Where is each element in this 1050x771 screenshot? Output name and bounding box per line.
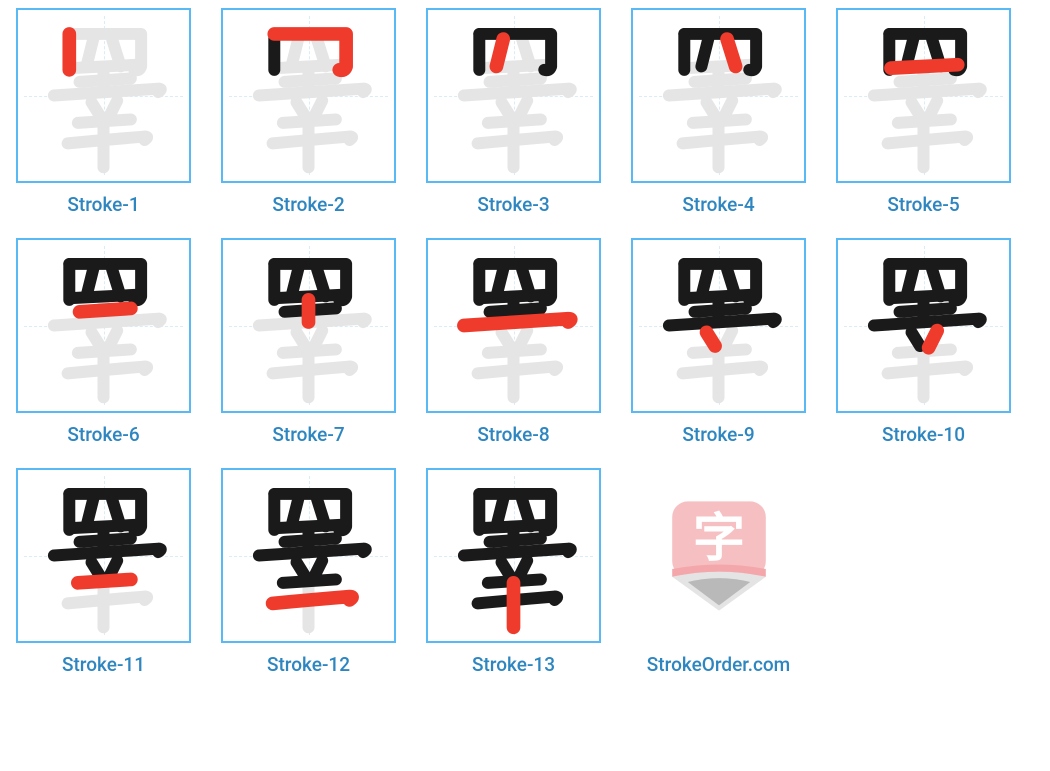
stroke-caption-link[interactable]: Stroke-6	[67, 423, 139, 446]
stroke-caption: Stroke-7	[272, 423, 344, 446]
stroke-caption-link[interactable]: Stroke-12	[267, 653, 350, 676]
stroke-tile	[836, 8, 1011, 183]
stroke-tile	[426, 238, 601, 413]
stroke-caption: Stroke-11	[62, 653, 145, 676]
stroke-caption: Stroke-2	[272, 193, 344, 216]
stroke-tile	[16, 238, 191, 413]
stroke-cell: Stroke-4	[631, 8, 806, 216]
stroke-tile	[426, 468, 601, 643]
stroke-caption: Stroke-4	[682, 193, 754, 216]
stroke-cell: Stroke-11	[16, 468, 191, 676]
stroke-cell: Stroke-6	[16, 238, 191, 446]
stroke-caption-link[interactable]: Stroke-11	[62, 653, 145, 676]
stroke-caption-link[interactable]: Stroke-2	[272, 193, 344, 216]
stroke-caption-link[interactable]: Stroke-10	[882, 423, 965, 446]
stroke-caption-link[interactable]: Stroke-1	[67, 193, 139, 216]
stroke-tile	[221, 468, 396, 643]
stroke-row: Stroke-11 Stroke-12 Stroke-13 字 StrokeOrder.…	[8, 468, 1042, 676]
stroke-caption: Stroke-12	[267, 653, 350, 676]
stroke-caption-link[interactable]: Stroke-4	[682, 193, 754, 216]
stroke-caption: Stroke-3	[477, 193, 549, 216]
stroke-caption-link[interactable]: Stroke-5	[887, 193, 959, 216]
stroke-row: Stroke-1 Stroke-2 Stroke-3 Stroke-4 Stroke-5	[8, 8, 1042, 216]
stroke-cell: Stroke-2	[221, 8, 396, 216]
stroke-tile	[631, 8, 806, 183]
stroke-tile	[16, 468, 191, 643]
stroke-caption: Stroke-5	[887, 193, 959, 216]
stroke-caption-link[interactable]: Stroke-8	[477, 423, 549, 446]
svg-text:字: 字	[692, 508, 744, 569]
stroke-cell: Stroke-5	[836, 8, 1011, 216]
site-logo: 字	[631, 468, 806, 643]
site-logo-cell: 字 StrokeOrder.com	[631, 468, 806, 676]
stroke-tile	[836, 238, 1011, 413]
stroke-caption-link[interactable]: Stroke-13	[472, 653, 555, 676]
stroke-caption: Stroke-1	[67, 193, 139, 216]
stroke-tile	[16, 8, 191, 183]
stroke-cell: Stroke-12	[221, 468, 396, 676]
stroke-cell: Stroke-9	[631, 238, 806, 446]
stroke-order-grid: Stroke-1 Stroke-2 Stroke-3 Stroke-4 Stroke-5…	[8, 8, 1042, 676]
stroke-cell: Stroke-13	[426, 468, 601, 676]
stroke-caption: Stroke-13	[472, 653, 555, 676]
stroke-cell: Stroke-7	[221, 238, 396, 446]
stroke-caption: Stroke-8	[477, 423, 549, 446]
stroke-row: Stroke-6 Stroke-7 Stroke-8 Stroke-9 Stroke-1…	[8, 238, 1042, 446]
stroke-caption-link[interactable]: Stroke-3	[477, 193, 549, 216]
stroke-cell: Stroke-10	[836, 238, 1011, 446]
stroke-caption: Stroke-6	[67, 423, 139, 446]
stroke-tile	[631, 238, 806, 413]
stroke-caption: Stroke-10	[882, 423, 965, 446]
stroke-cell: Stroke-1	[16, 8, 191, 216]
stroke-tile	[221, 8, 396, 183]
stroke-caption: Stroke-9	[682, 423, 754, 446]
stroke-tile	[221, 238, 396, 413]
stroke-cell: Stroke-8	[426, 238, 601, 446]
stroke-caption-link[interactable]: Stroke-9	[682, 423, 754, 446]
stroke-caption-link[interactable]: Stroke-7	[272, 423, 344, 446]
stroke-cell: Stroke-3	[426, 8, 601, 216]
stroke-tile	[426, 8, 601, 183]
site-link[interactable]: StrokeOrder.com	[647, 653, 790, 676]
